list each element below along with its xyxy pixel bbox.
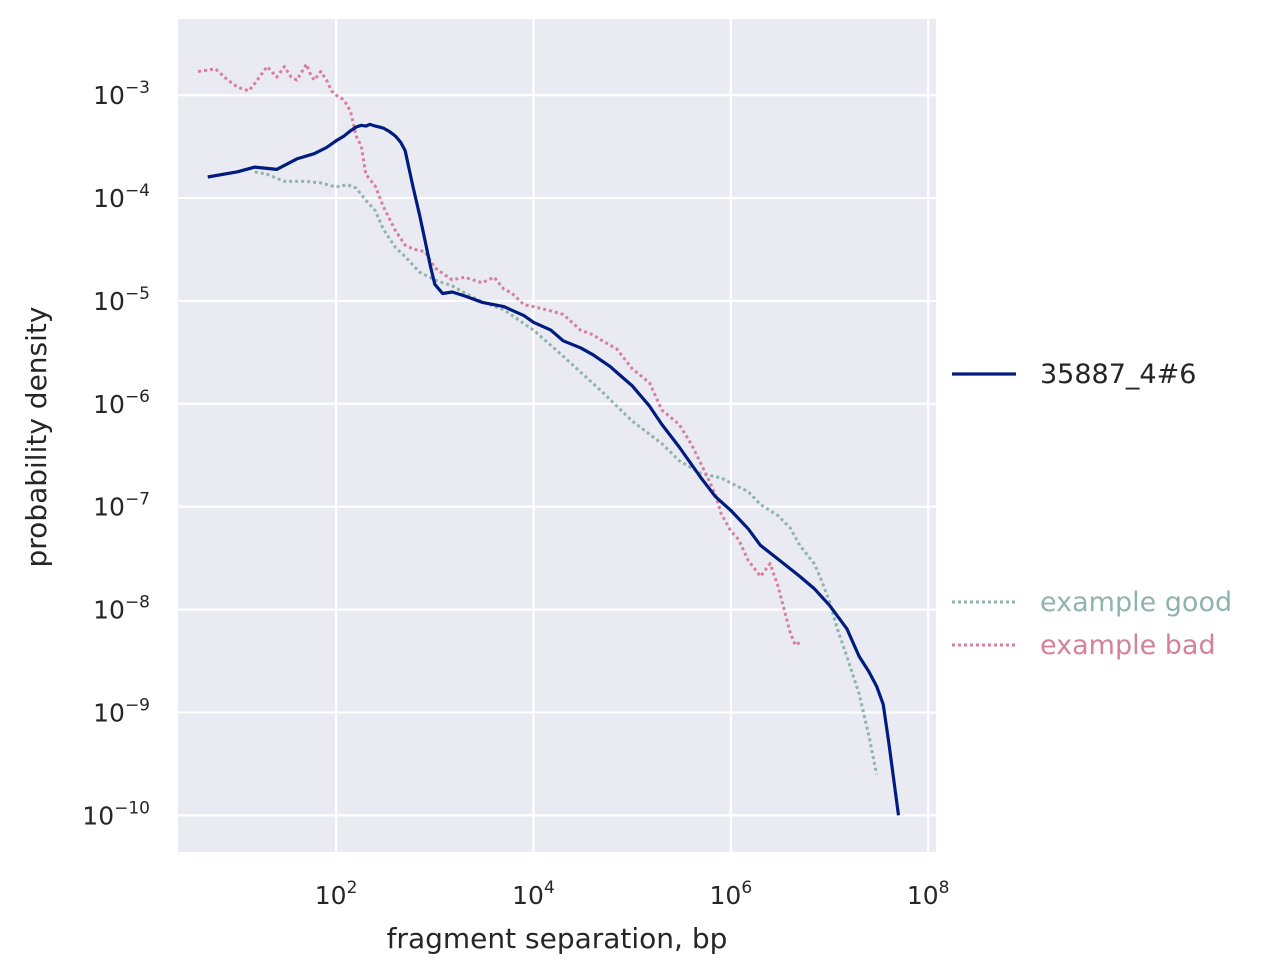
y-tick-label: 10−7 [93,490,150,522]
y-tick-label: 10−8 [93,593,150,625]
y-tick-labels: 10−3 10−4 10−5 10−6 10−7 10−8 10−9 10−10 [82,78,150,830]
y-tick-label: 10−6 [93,387,150,419]
series-line-3 [197,62,801,647]
y-tick-label: 10−10 [82,798,150,830]
x-tick-label: 106 [710,878,753,910]
series-line-1 [207,122,901,816]
grid [178,19,936,852]
x-tick-labels: 102 104 106 108 [315,878,950,910]
legend-label: 35887_4#6 [1040,359,1196,390]
x-tick-label: 108 [907,878,950,910]
x-tick-label: 102 [315,878,358,910]
x-axis-label: fragment separation, bp [387,922,728,955]
series-group [197,62,901,816]
legend-label: example bad [1040,630,1216,661]
legend-label: example good [1040,587,1232,618]
y-tick-label: 10−3 [93,78,150,110]
series-line-2 [254,170,879,775]
x-tick-label: 104 [512,878,555,910]
y-axis-label: probability density [20,307,53,568]
y-tick-label: 10−9 [93,695,150,727]
plot-background [178,19,936,852]
y-tick-label: 10−4 [93,181,150,213]
y-tick-label: 10−5 [93,284,150,316]
